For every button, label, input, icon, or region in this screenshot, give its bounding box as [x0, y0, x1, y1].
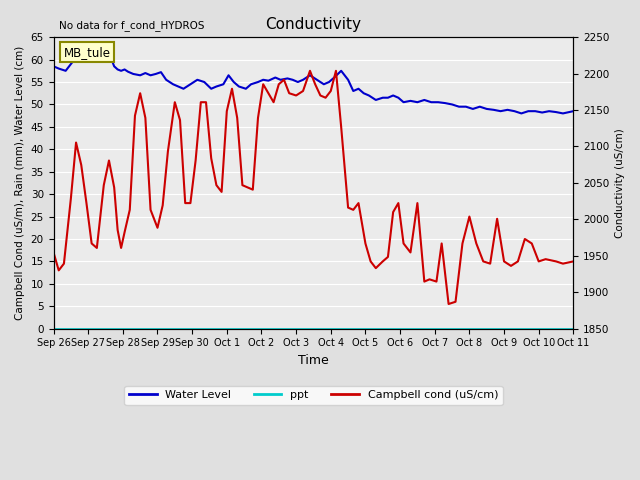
Y-axis label: Conductivity (uS/cm): Conductivity (uS/cm): [615, 128, 625, 238]
Legend: Water Level, ppt, Campbell cond (uS/cm): Water Level, ppt, Campbell cond (uS/cm): [124, 386, 502, 405]
Y-axis label: Campbell Cond (uS/m), Rain (mm), Water Level (cm): Campbell Cond (uS/m), Rain (mm), Water L…: [15, 46, 25, 320]
Title: Conductivity: Conductivity: [266, 17, 362, 32]
X-axis label: Time: Time: [298, 354, 329, 367]
Text: No data for f_cond_HYDROS: No data for f_cond_HYDROS: [59, 20, 204, 31]
Text: MB_tule: MB_tule: [64, 46, 111, 59]
